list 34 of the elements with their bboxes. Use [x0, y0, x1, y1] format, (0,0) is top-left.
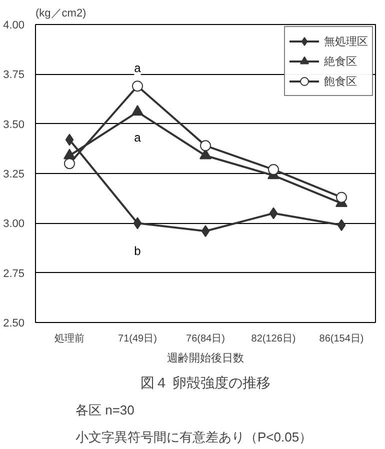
point	[269, 207, 278, 220]
x-tick-label: 82(126日)	[251, 334, 296, 344]
point	[200, 140, 211, 152]
annotation: a	[134, 130, 142, 145]
y-tick-label: 3.75	[3, 69, 25, 82]
x-tick-label: 処理前	[54, 332, 84, 344]
annotation: b	[134, 244, 142, 258]
point	[65, 134, 74, 146]
point	[132, 80, 143, 92]
legend-label: 飽食区	[324, 74, 357, 88]
x-tick-label: 86(154日)	[319, 334, 364, 344]
point	[64, 158, 75, 170]
y-tick-label: 2.75	[3, 268, 25, 280]
annotation: a	[134, 61, 142, 76]
point	[336, 192, 347, 203]
point	[268, 164, 279, 176]
y-tick-label: 2.50	[3, 318, 25, 330]
x-tick-label: 76(84日)	[186, 334, 225, 344]
text: 小文字異符号間に有意差あり（P<0.05）	[76, 430, 312, 444]
x-axis-title: 週齢開始後日数	[167, 352, 244, 364]
point	[133, 217, 142, 230]
point	[337, 219, 346, 232]
y-tick-label: 3.25	[3, 168, 25, 180]
y-axis-title: (kg／cm2)	[36, 8, 86, 20]
y-tick-label: 4.00	[3, 20, 25, 32]
legend-label: 絶食区	[324, 54, 357, 68]
point	[201, 225, 210, 238]
x-tick-label: 71(49日)	[118, 334, 157, 344]
y-tick-label: 3.00	[3, 218, 25, 230]
point	[132, 105, 144, 116]
text: 各区 n=30	[76, 402, 134, 418]
y-tick-label: 3.50	[3, 118, 25, 131]
text: 図４ 卵殻強度の推移	[140, 374, 270, 390]
legend-label: 無処理区	[324, 34, 368, 48]
